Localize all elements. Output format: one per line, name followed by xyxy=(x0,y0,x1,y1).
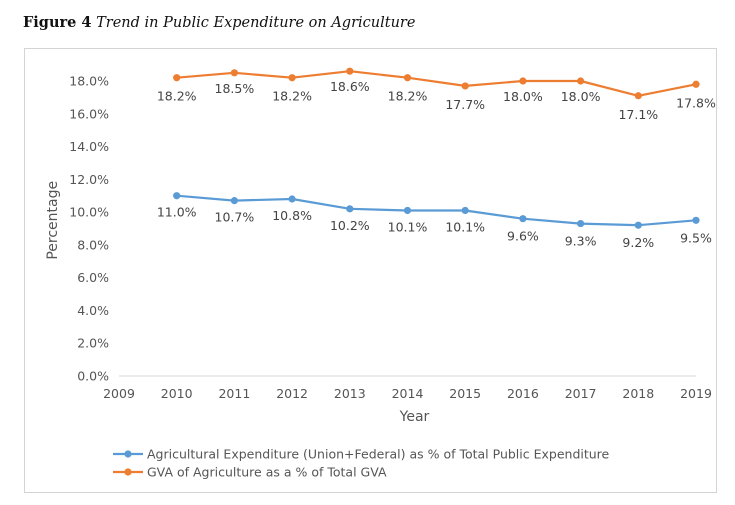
data-point xyxy=(577,77,585,85)
data-label: 9.5% xyxy=(680,230,712,245)
data-point xyxy=(519,77,527,85)
data-point xyxy=(461,82,469,90)
data-label: 9.3% xyxy=(565,234,597,249)
data-label: 18.6% xyxy=(330,79,370,94)
data-label: 18.5% xyxy=(215,81,255,96)
y-tick-label: 14.0% xyxy=(69,139,109,154)
x-tick-label: 2019 xyxy=(680,386,712,401)
data-label: 9.2% xyxy=(622,235,654,250)
data-point xyxy=(634,92,642,100)
data-label: 11.0% xyxy=(157,205,197,220)
x-tick-label: 2012 xyxy=(276,386,308,401)
y-tick-label: 0.0% xyxy=(77,369,109,384)
x-tick-label: 2016 xyxy=(507,386,539,401)
y-tick-label: 2.0% xyxy=(77,336,109,351)
data-point xyxy=(403,74,412,82)
y-tick-label: 12.0% xyxy=(69,172,109,187)
series-line xyxy=(176,70,697,97)
x-tick-label: 2013 xyxy=(334,386,366,401)
y-tick-label: 18.0% xyxy=(69,74,109,89)
data-label: 17.8% xyxy=(676,95,716,110)
figure-label: Figure 4 xyxy=(23,14,92,31)
data-point xyxy=(173,74,181,82)
x-tick-label: 2010 xyxy=(161,386,193,401)
data-label: 17.1% xyxy=(618,107,658,122)
data-label: 18.2% xyxy=(157,89,197,104)
data-point xyxy=(230,69,238,77)
data-point xyxy=(692,80,700,88)
figure-title: Trend in Public Expenditure on Agricultu… xyxy=(96,15,416,31)
data-label: 10.1% xyxy=(445,219,485,234)
y-tick-label: 10.0% xyxy=(69,205,109,220)
legend-swatch-marker xyxy=(124,468,132,476)
data-point xyxy=(634,221,642,229)
y-tick-label: 6.0% xyxy=(77,270,109,285)
y-tick-label: 8.0% xyxy=(77,237,109,252)
data-point xyxy=(288,195,296,203)
data-label: 18.2% xyxy=(388,89,428,104)
data-point xyxy=(173,192,181,200)
y-tick-label: 16.0% xyxy=(69,106,109,121)
data-point xyxy=(577,219,585,228)
data-point xyxy=(519,215,527,223)
data-point xyxy=(403,206,412,215)
data-label: 10.7% xyxy=(215,210,255,225)
data-point xyxy=(692,216,700,224)
y-tick-label: 4.0% xyxy=(77,303,109,318)
data-label: 18.0% xyxy=(503,89,543,104)
x-tick-label: 2018 xyxy=(622,386,654,401)
data-point xyxy=(461,206,469,215)
data-label: 18.0% xyxy=(561,89,601,104)
data-label: 9.6% xyxy=(507,229,539,244)
data-point xyxy=(346,205,354,213)
data-point xyxy=(346,67,354,75)
x-tick-label: 2009 xyxy=(103,386,135,401)
legend-swatch-marker xyxy=(124,450,132,458)
data-point xyxy=(230,197,238,205)
legend-label: GVA of Agriculture as a % of Total GVA xyxy=(147,465,387,480)
x-tick-label: 2011 xyxy=(218,386,250,401)
chart-frame: 0.0% 2.0% 4.0% 6.0% 8.0% 10.0% 12.0% 14.0% 16.0%… xyxy=(24,48,717,493)
data-point xyxy=(288,74,296,82)
y-axis-title: Percentage xyxy=(45,181,61,260)
x-axis-title: Year xyxy=(399,409,430,425)
x-tick-label: 2015 xyxy=(449,386,481,401)
x-tick-label: 2017 xyxy=(565,386,597,401)
data-label: 10.1% xyxy=(388,219,428,234)
figure-caption: Figure 4 Trend in Public Expenditure on … xyxy=(23,14,415,31)
data-label: 17.7% xyxy=(445,97,485,112)
series-line xyxy=(176,194,697,227)
data-label: 18.2% xyxy=(272,89,312,104)
legend-label: Agricultural Expenditure (Union+Federal)… xyxy=(147,447,610,462)
line-chart: 0.0% 2.0% 4.0% 6.0% 8.0% 10.0% 12.0% 14.0% 16.0%… xyxy=(45,67,716,480)
data-label: 10.2% xyxy=(330,218,370,233)
x-tick-label: 2014 xyxy=(392,386,424,401)
data-label: 10.8% xyxy=(272,208,312,223)
